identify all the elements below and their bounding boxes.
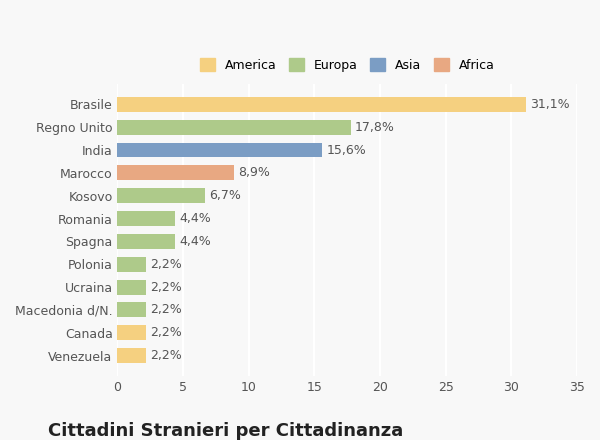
Bar (118, 120, 351, 135)
Bar (118, 188, 205, 203)
Text: Cittadini Stranieri per Cittadinanza: Cittadini Stranieri per Cittadinanza (48, 422, 403, 440)
Text: 8,9%: 8,9% (238, 166, 270, 180)
Text: 2,2%: 2,2% (151, 304, 182, 316)
Bar (118, 280, 146, 294)
Text: 2,2%: 2,2% (151, 258, 182, 271)
Text: 2,2%: 2,2% (151, 326, 182, 339)
Bar (118, 234, 175, 249)
Bar (118, 325, 146, 340)
Bar (118, 348, 146, 363)
Text: 2,2%: 2,2% (151, 349, 182, 362)
Bar (118, 211, 175, 226)
Text: 6,7%: 6,7% (209, 189, 241, 202)
Text: 4,4%: 4,4% (179, 212, 211, 225)
Legend: America, Europa, Asia, Africa: America, Europa, Asia, Africa (193, 52, 501, 78)
Text: 15,6%: 15,6% (326, 143, 366, 157)
Text: 31,1%: 31,1% (530, 98, 569, 111)
Bar (118, 257, 146, 271)
Bar (118, 165, 235, 180)
Bar (118, 143, 322, 158)
Text: 2,2%: 2,2% (151, 281, 182, 293)
Text: 4,4%: 4,4% (179, 235, 211, 248)
Bar (118, 97, 526, 112)
Bar (118, 302, 146, 317)
Text: 17,8%: 17,8% (355, 121, 395, 134)
